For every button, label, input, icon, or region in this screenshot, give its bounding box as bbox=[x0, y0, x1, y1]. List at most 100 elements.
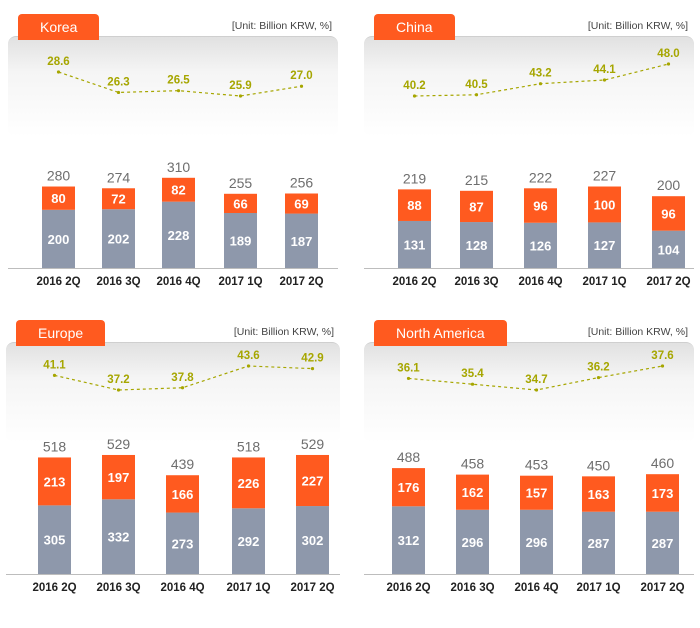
x-tick-label: 2016 3Q bbox=[454, 276, 498, 288]
x-tick-label: 2017 1Q bbox=[576, 582, 620, 594]
bar-value-label: 228 bbox=[168, 228, 190, 243]
ratio-point bbox=[246, 364, 251, 368]
region-tab: North America bbox=[374, 320, 507, 346]
unit-label: [Unit: Billion KRW, %] bbox=[587, 326, 688, 338]
region-tab: Korea bbox=[18, 14, 100, 40]
ratio-label: 48.0 bbox=[657, 48, 679, 60]
x-tick-label: 2016 4Q bbox=[514, 582, 558, 594]
x-tick-label: 2016 4Q bbox=[156, 276, 200, 288]
x-tick-label: 2017 2Q bbox=[646, 276, 690, 288]
bar-value-label: 82 bbox=[171, 183, 185, 198]
total-label: 255 bbox=[229, 175, 253, 191]
bar-value-label: 131 bbox=[404, 237, 426, 252]
bar-value-label: 302 bbox=[302, 533, 324, 548]
bar-value-label: 69 bbox=[294, 197, 308, 212]
ratio-point bbox=[474, 93, 479, 97]
ratio-label: 26.3 bbox=[107, 76, 129, 88]
total-label: 460 bbox=[651, 455, 675, 471]
x-tick-label: 2016 3Q bbox=[96, 582, 140, 594]
bar-value-label: 226 bbox=[238, 476, 260, 491]
bar-segment-bottom bbox=[102, 209, 135, 268]
bar-segment-bottom bbox=[460, 222, 493, 268]
ratio-point bbox=[52, 373, 57, 377]
bar-segment-top bbox=[392, 468, 425, 507]
bar-segment-top bbox=[102, 188, 135, 210]
bar-value-label: 273 bbox=[172, 536, 194, 551]
ratio-band bbox=[6, 342, 340, 443]
ratio-point bbox=[238, 94, 243, 98]
bar-value-label: 173 bbox=[652, 486, 674, 501]
x-tick-label: 2016 2Q bbox=[392, 276, 436, 288]
total-label: 200 bbox=[657, 177, 681, 193]
ratio-line bbox=[54, 365, 313, 391]
bar-segment-bottom bbox=[652, 230, 685, 268]
total-label: 274 bbox=[107, 169, 131, 185]
chart-panel-north-america: North America [Unit: Billion KRW, %] 312… bbox=[364, 320, 694, 594]
ratio-point bbox=[310, 367, 315, 371]
ratio-label: 36.2 bbox=[587, 362, 609, 374]
bar-segment-bottom bbox=[285, 213, 318, 268]
ratio-label: 42.9 bbox=[301, 353, 323, 365]
ratio-band bbox=[364, 36, 694, 137]
chart-panel-korea: Korea [Unit: Billion KRW, %] 200 80 280 201… bbox=[8, 14, 338, 292]
total-label: 453 bbox=[525, 457, 549, 473]
bar-segment-bottom bbox=[392, 506, 425, 574]
ratio-label: 37.8 bbox=[171, 372, 194, 384]
bar-segment-top bbox=[652, 196, 685, 231]
bar-segment-top bbox=[588, 186, 621, 223]
bar-value-label: 187 bbox=[291, 234, 313, 249]
x-tick-label: 2016 2Q bbox=[36, 276, 80, 288]
ratio-band bbox=[364, 342, 694, 443]
bar-value-label: 66 bbox=[233, 196, 247, 211]
bar-segment-bottom bbox=[296, 506, 329, 574]
ratio-label: 43.6 bbox=[237, 350, 259, 362]
bar-value-label: 72 bbox=[111, 192, 125, 207]
bar-value-label: 305 bbox=[44, 533, 66, 548]
bar-value-label: 296 bbox=[462, 535, 484, 550]
bar-value-label: 189 bbox=[230, 234, 252, 249]
total-label: 450 bbox=[587, 457, 611, 473]
x-tick-label: 2017 2Q bbox=[640, 582, 684, 594]
ratio-label: 37.6 bbox=[651, 350, 673, 362]
bar-segment-bottom bbox=[588, 222, 621, 268]
bar-value-label: 100 bbox=[594, 197, 616, 212]
ratio-label: 34.7 bbox=[525, 374, 547, 386]
bar-segment-top bbox=[162, 177, 195, 202]
ratio-band bbox=[8, 36, 338, 137]
bar-value-label: 176 bbox=[398, 480, 420, 495]
ratio-label: 35.4 bbox=[461, 368, 484, 380]
ratio-point bbox=[56, 70, 61, 74]
x-tick-label: 2016 2Q bbox=[386, 582, 430, 594]
bar-segment-bottom bbox=[224, 213, 257, 268]
bar-value-label: 200 bbox=[48, 232, 70, 247]
bar-value-label: 213 bbox=[44, 474, 66, 489]
total-label: 458 bbox=[461, 456, 485, 472]
x-tick-label: 2017 1Q bbox=[582, 276, 626, 288]
bar-segment-top bbox=[520, 475, 553, 510]
bar-segment-bottom bbox=[38, 505, 71, 574]
ratio-point bbox=[660, 364, 665, 368]
ratio-point bbox=[116, 90, 121, 95]
bar-segment-top bbox=[524, 188, 557, 223]
ratio-point bbox=[412, 94, 417, 98]
total-label: 310 bbox=[167, 159, 191, 175]
bar-segment-bottom bbox=[398, 220, 431, 268]
total-label: 222 bbox=[529, 169, 553, 185]
bar-segment-bottom bbox=[232, 508, 265, 574]
bar-value-label: 87 bbox=[469, 199, 483, 214]
unit-label: [Unit: Billion KRW, %] bbox=[587, 20, 688, 32]
total-label: 227 bbox=[593, 168, 617, 184]
bar-segment-top bbox=[232, 457, 265, 509]
ratio-point bbox=[596, 375, 601, 380]
bar-segment-top bbox=[102, 454, 135, 500]
total-label: 215 bbox=[465, 172, 489, 188]
bar-segment-bottom bbox=[646, 511, 679, 574]
bar-segment-bottom bbox=[582, 511, 615, 574]
total-label: 256 bbox=[290, 175, 314, 191]
bar-value-label: 227 bbox=[302, 474, 324, 489]
bar-value-label: 197 bbox=[108, 470, 130, 485]
bar-value-label: 96 bbox=[661, 206, 675, 221]
bar-value-label: 292 bbox=[238, 534, 260, 549]
x-tick-label: 2016 4Q bbox=[518, 276, 562, 288]
total-label: 219 bbox=[403, 170, 427, 186]
